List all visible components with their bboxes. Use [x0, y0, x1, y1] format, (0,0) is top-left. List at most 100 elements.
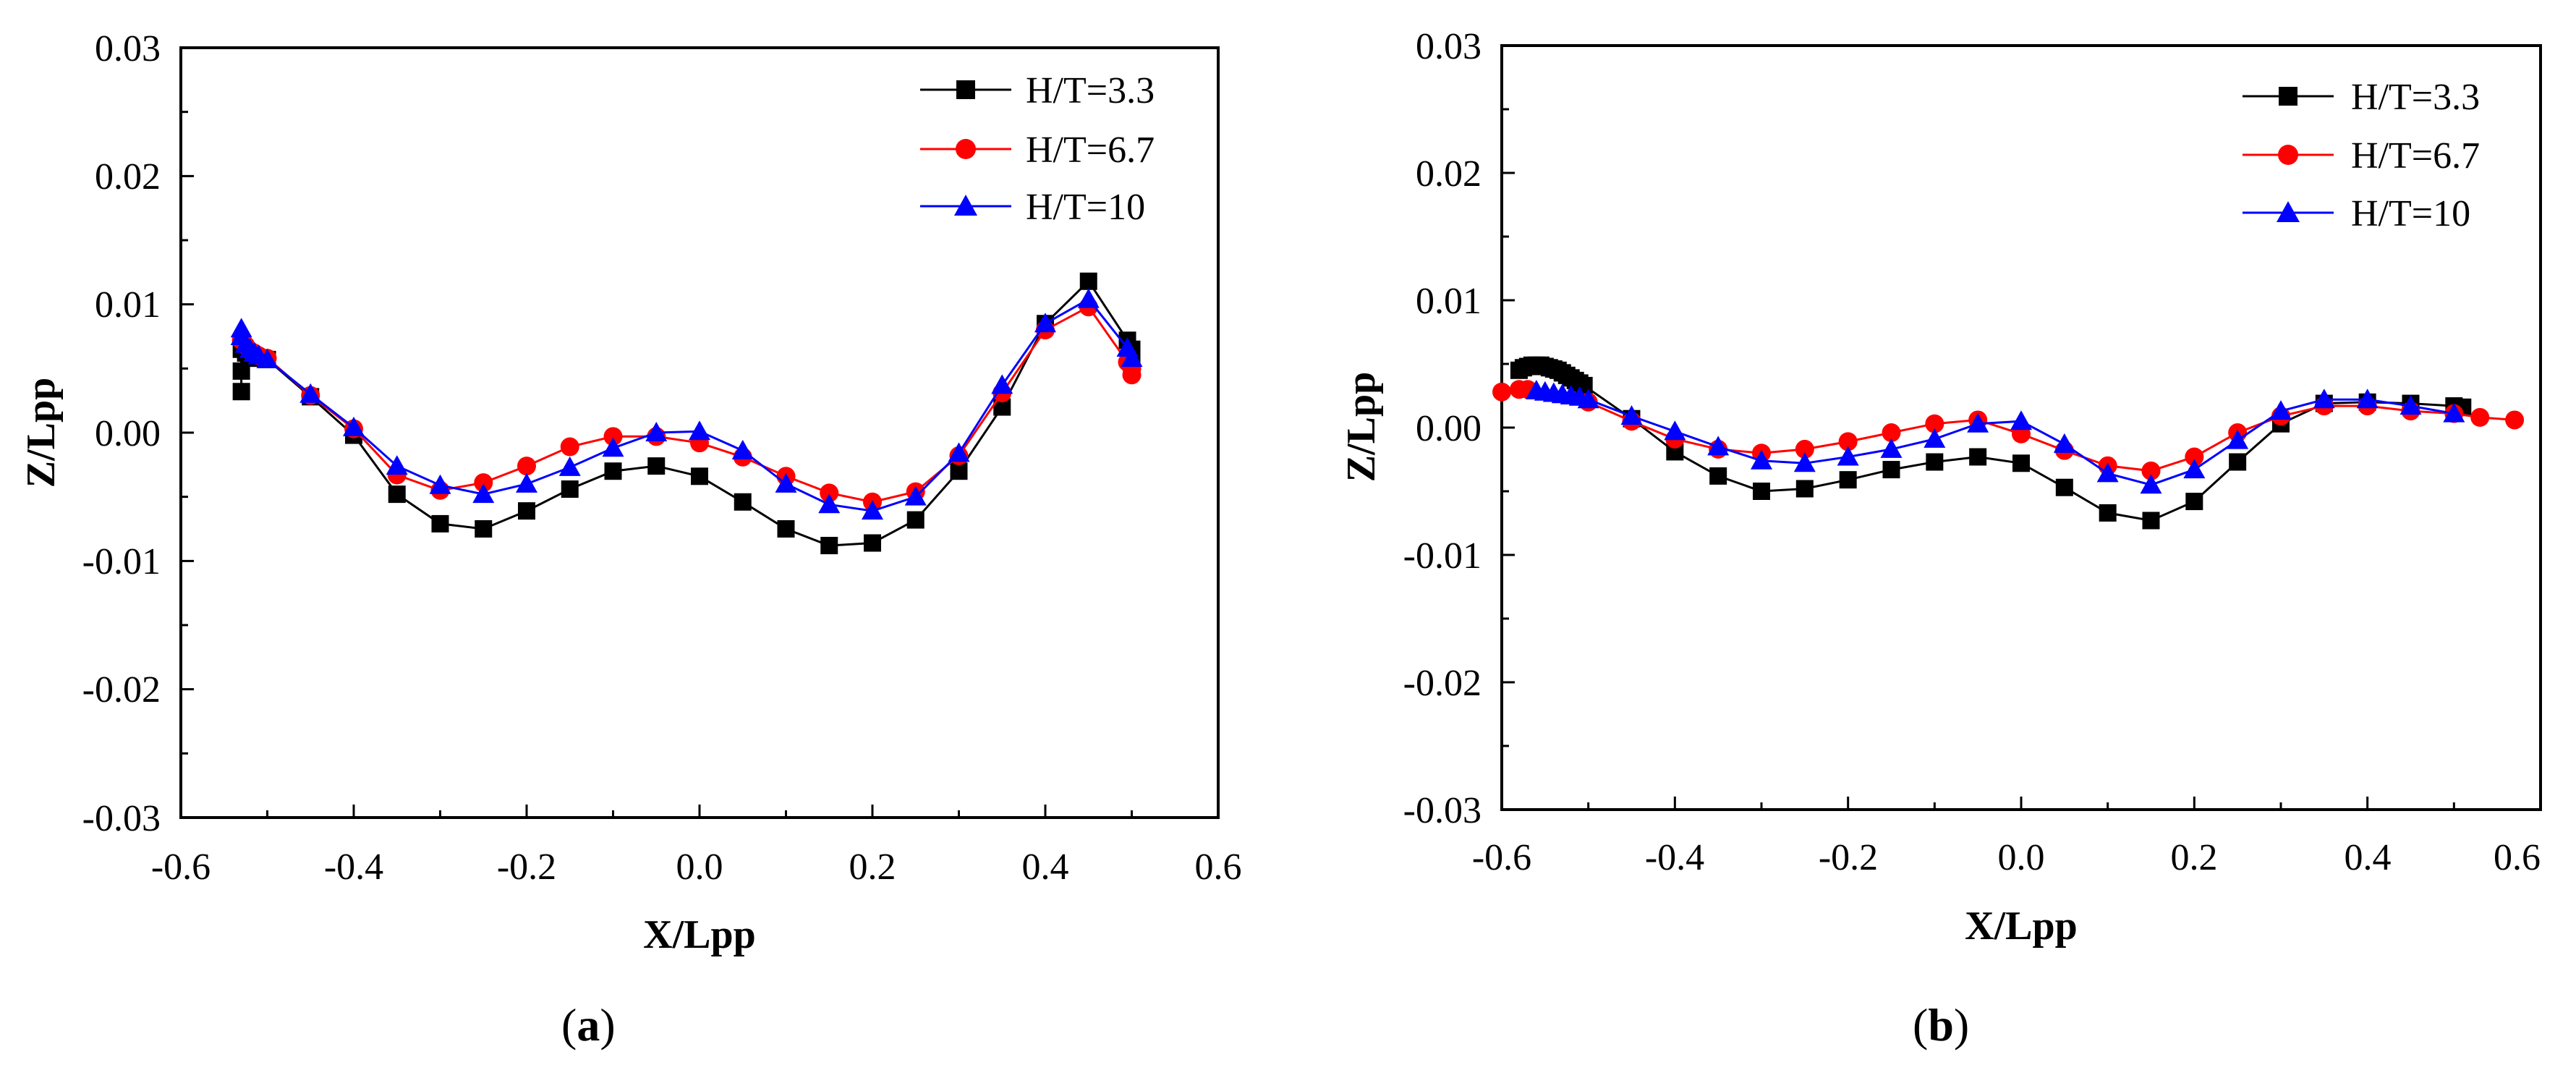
y-tick-label: -0.03 — [82, 798, 161, 839]
data-point-ht10 — [1707, 436, 1730, 456]
data-point-ht33 — [2142, 512, 2160, 530]
data-point-ht33 — [604, 462, 622, 480]
x-tick-label: 0.6 — [1195, 847, 1242, 888]
data-point-ht10 — [2399, 395, 2422, 415]
legend-label: H/T=6.7 — [1026, 130, 1155, 171]
y-tick-label: 0.00 — [1416, 408, 1482, 449]
y-tick-label: 0.03 — [1416, 26, 1482, 67]
panel-label-letter: b — [1928, 999, 1954, 1051]
data-point-ht10 — [386, 455, 408, 475]
chart-panel-a: 0.03 0.02 0.01 0.00 -0.01 -0.02 -0.03 -0… — [19, 28, 1242, 1051]
legend-label: H/T=10 — [2351, 193, 2470, 234]
legend: H/T=3.3 H/T=6.7 H/T=10 — [920, 70, 1155, 228]
data-point-ht67 — [1838, 432, 1858, 451]
legend-label: H/T=3.3 — [1026, 70, 1155, 111]
data-point-ht33 — [232, 383, 250, 401]
data-point-ht10 — [516, 472, 537, 493]
data-point-ht67 — [2505, 410, 2525, 430]
data-point-ht10 — [2313, 389, 2335, 409]
data-point-ht10 — [2010, 410, 2032, 430]
data-point-ht33 — [820, 537, 838, 555]
data-point-ht33 — [518, 502, 535, 520]
data-point-ht10 — [256, 348, 279, 368]
panel-label-b: (b) — [1913, 999, 1969, 1051]
data-point-ht10 — [1577, 389, 1599, 409]
data-point-ht67 — [1882, 423, 1901, 443]
data-point-ht10 — [2270, 400, 2292, 420]
legend-marker-circle — [2278, 145, 2298, 165]
legend-marker-square — [956, 80, 975, 99]
series-layer — [230, 272, 1143, 555]
data-point-ht10 — [991, 374, 1013, 394]
data-point-ht67 — [560, 437, 579, 457]
x-axis-title: X/Lpp — [1965, 904, 2078, 949]
legend-marker-triangle — [954, 195, 977, 216]
axis-ticks — [1500, 44, 2542, 811]
x-tick-label: 0.4 — [2345, 837, 2392, 878]
data-point-ht67 — [517, 457, 536, 476]
data-point-ht33 — [2099, 504, 2117, 522]
y-axis-title: Z/Lpp — [19, 378, 64, 488]
series-layer — [1492, 356, 2525, 530]
data-point-ht10 — [472, 483, 495, 504]
data-point-ht67 — [474, 473, 493, 493]
data-point-ht10 — [602, 437, 624, 457]
panel-label-open: ( — [561, 999, 577, 1051]
data-point-ht67 — [2141, 461, 2161, 480]
legend-label: H/T=6.7 — [2351, 135, 2480, 177]
data-point-ht67 — [1492, 382, 1511, 402]
chart-panel-b: 0.03 0.02 0.01 0.00 -0.01 -0.02 -0.03 -0… — [1339, 26, 2542, 1051]
data-point-ht33 — [388, 485, 406, 504]
data-point-ht67 — [603, 427, 623, 446]
y-tick-label: 0.01 — [1416, 281, 1482, 322]
data-point-ht33 — [691, 467, 708, 485]
panel-label-close: ) — [1954, 999, 1969, 1051]
data-point-ht10 — [1751, 449, 1772, 470]
data-point-ht33 — [734, 493, 752, 511]
data-point-ht33 — [1926, 453, 1944, 471]
data-point-ht67 — [1925, 414, 1944, 433]
data-point-ht10 — [1664, 420, 1686, 441]
data-point-ht10 — [689, 420, 710, 441]
y-tick-label: 0.03 — [95, 28, 161, 69]
data-point-ht33 — [1079, 272, 1097, 290]
data-point-ht10 — [1077, 288, 1100, 308]
data-point-ht10 — [1924, 428, 1946, 448]
data-point-ht10 — [904, 485, 927, 506]
data-point-ht33 — [1753, 483, 1770, 500]
data-point-ht10 — [2443, 402, 2465, 423]
x-tick-label: -0.6 — [1472, 837, 1531, 878]
data-point-ht33 — [475, 520, 493, 538]
x-tick-label: 0.4 — [1022, 847, 1069, 888]
y-tick-label: -0.01 — [82, 541, 161, 582]
data-point-ht33 — [1882, 461, 1900, 479]
y-tick-label: -0.03 — [1403, 790, 1482, 831]
x-tick-label: -0.6 — [151, 847, 211, 888]
data-point-ht10 — [2356, 389, 2379, 409]
data-point-ht10 — [775, 472, 797, 493]
x-tick-label: -0.4 — [1645, 837, 1704, 878]
data-point-ht10 — [299, 383, 322, 403]
data-point-ht10 — [2053, 433, 2075, 453]
panel-label-close: ) — [600, 999, 615, 1051]
data-point-ht67 — [1122, 365, 1142, 385]
x-tick-label: -0.4 — [324, 847, 383, 888]
data-point-ht10 — [862, 500, 883, 520]
data-point-ht10 — [1880, 438, 1903, 458]
panel-label-a: (a) — [561, 999, 616, 1051]
y-tick-label: 0.02 — [95, 156, 161, 198]
data-point-ht10 — [818, 493, 841, 514]
data-point-ht33 — [2012, 454, 2030, 472]
legend-label: H/T=3.3 — [2351, 77, 2480, 118]
x-tick-label: 0.2 — [2171, 837, 2218, 878]
x-tick-label: -0.2 — [497, 847, 556, 888]
y-tick-label: -0.02 — [82, 669, 161, 710]
data-point-ht33 — [561, 480, 579, 498]
legend-marker-triangle — [2277, 201, 2300, 222]
data-point-ht67 — [820, 483, 839, 503]
data-point-ht10 — [429, 474, 451, 494]
y-axis-title: Z/Lpp — [1339, 372, 1384, 483]
legend-label: H/T=10 — [1026, 187, 1145, 228]
panel-label-open: ( — [1913, 999, 1928, 1051]
